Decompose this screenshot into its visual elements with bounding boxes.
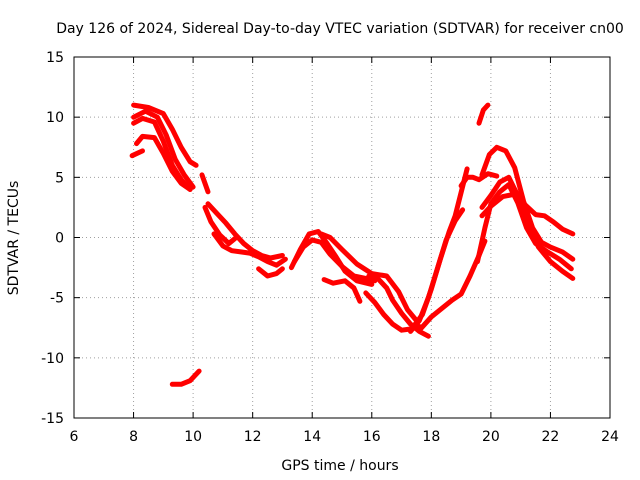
- x-axis-tick-labels: 6 8 10 12 14 16 18 20 22 24: [70, 429, 619, 445]
- series-sat-w: [479, 174, 576, 281]
- x-tick-label: 20: [482, 429, 500, 445]
- series-sat-s: [416, 238, 488, 333]
- series-sat-f: [199, 172, 211, 195]
- series-sat-j: [256, 266, 285, 279]
- x-tick-label: 6: [70, 429, 79, 445]
- data-series: [129, 102, 576, 387]
- series-sat-g: [205, 201, 285, 261]
- series-sat-n: [321, 277, 363, 304]
- y-tick-label: -5: [50, 291, 64, 307]
- series-sat-l: [291, 237, 378, 284]
- series-sat-e: [129, 148, 145, 159]
- series-sat-i: [211, 231, 288, 268]
- x-tick-label: 8: [129, 429, 138, 445]
- series-sat-x: [479, 191, 576, 237]
- y-tick-label: 5: [55, 170, 64, 186]
- x-tick-label: 18: [422, 429, 440, 445]
- series-sat-t: [458, 171, 500, 189]
- series-sat-h: [202, 204, 238, 246]
- chart-title: Day 126 of 2024, Sidereal Day-to-day VTE…: [56, 21, 624, 37]
- x-tick-label: 16: [363, 429, 381, 445]
- grid-lines: [74, 57, 610, 418]
- series-sat-z: [169, 368, 202, 387]
- x-tick-label: 10: [184, 429, 202, 445]
- x-tick-label: 14: [303, 429, 321, 445]
- x-axis-label: GPS time / hours: [281, 458, 398, 474]
- series-sat-a: [131, 102, 199, 168]
- y-axis-label: SDTVAR / TECUs: [6, 181, 22, 296]
- series-sat-y: [476, 102, 491, 126]
- x-tick-label: 24: [601, 429, 619, 445]
- y-tick-label: 15: [46, 50, 64, 66]
- x-tick-label: 12: [244, 429, 262, 445]
- series-sat-r: [411, 166, 470, 329]
- y-tick-label: -10: [41, 351, 64, 367]
- x-tick-label: 22: [542, 429, 560, 445]
- y-tick-label: 10: [46, 110, 64, 126]
- y-tick-label: -15: [41, 411, 64, 427]
- y-tick-label: 0: [55, 231, 64, 247]
- series-sat-b: [131, 108, 196, 190]
- axis-ticks: [73, 56, 611, 419]
- y-axis-tick-labels: -15 -10 -5 0 5 10 15: [41, 50, 64, 427]
- series-sat-m: [318, 231, 419, 323]
- series-sat-d: [134, 133, 193, 192]
